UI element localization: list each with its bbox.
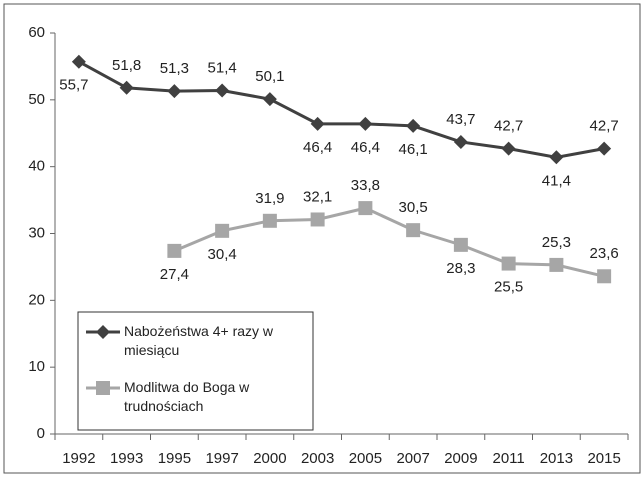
data-label: 46,1 <box>399 141 428 158</box>
data-label: 55,7 <box>59 77 88 94</box>
point <box>597 269 612 284</box>
x-tick-label: 2000 <box>253 450 286 467</box>
point <box>167 243 182 258</box>
series-line <box>78 60 605 159</box>
point <box>406 118 421 133</box>
data-label: 46,4 <box>303 139 332 156</box>
x-tick-label: 1997 <box>205 450 238 467</box>
series-line <box>173 206 605 278</box>
data-label: 27,4 <box>160 266 189 283</box>
data-label: 25,3 <box>542 234 571 251</box>
data-label: 41,4 <box>542 172 571 189</box>
legend-entry: Nabożeństwa 4+ razy w miesiącu <box>124 323 274 358</box>
y-tick-label: 0 <box>37 425 45 442</box>
point <box>453 237 468 252</box>
y-tick-label: 40 <box>28 158 45 175</box>
point <box>358 116 373 131</box>
point <box>167 84 182 99</box>
x-tick-label: 2007 <box>396 450 429 467</box>
point <box>549 150 564 165</box>
x-tick-label: 1993 <box>110 450 143 467</box>
point <box>406 223 421 238</box>
data-label: 51,4 <box>208 59 237 76</box>
y-tick-label: 10 <box>28 358 45 375</box>
point <box>549 257 564 272</box>
x-tick-label: 2009 <box>444 450 477 467</box>
point <box>501 256 516 271</box>
point <box>501 141 516 156</box>
y-tick-label: 60 <box>28 24 45 41</box>
data-label: 30,4 <box>208 246 237 263</box>
x-tick-label: 1992 <box>62 450 95 467</box>
data-label: 42,7 <box>590 118 619 135</box>
x-tick-label: 1995 <box>158 450 191 467</box>
point <box>262 213 277 228</box>
data-label: 30,5 <box>399 199 428 216</box>
data-label: 31,9 <box>255 190 284 207</box>
point <box>96 325 110 339</box>
x-tick-label: 2015 <box>587 450 620 467</box>
data-label: 42,7 <box>494 118 523 135</box>
point <box>310 212 325 227</box>
point <box>262 92 277 107</box>
point <box>358 201 373 216</box>
x-tick-label: 2005 <box>349 450 382 467</box>
point <box>453 134 468 149</box>
data-label: 23,6 <box>590 245 619 262</box>
data-label: 51,8 <box>112 57 141 74</box>
legend-label: Modlitwa do Boga w trudnościach <box>124 379 250 414</box>
x-tick-label: 2011 <box>492 450 524 467</box>
data-label: 33,8 <box>351 177 380 194</box>
data-label: 51,3 <box>160 60 189 77</box>
x-tick-label: 2003 <box>301 450 334 467</box>
data-label: 43,7 <box>446 111 475 128</box>
y-tick-label: 20 <box>28 291 45 308</box>
point <box>119 80 134 95</box>
data-label: 32,1 <box>303 188 332 205</box>
chart-frame <box>3 3 641 474</box>
legend-label: Nabożeństwa 4+ razy w miesiącu <box>124 323 274 358</box>
legend-entry: Modlitwa do Boga w trudnościach <box>124 379 250 414</box>
point <box>597 141 612 156</box>
data-label: 50,1 <box>255 68 284 85</box>
data-label: 46,4 <box>351 139 380 156</box>
point <box>71 54 86 69</box>
y-tick-label: 30 <box>28 224 45 241</box>
point <box>215 223 230 238</box>
point <box>310 116 325 131</box>
x-tick-label: 2013 <box>540 450 573 467</box>
data-label: 28,3 <box>446 260 475 277</box>
y-tick-label: 50 <box>28 91 45 108</box>
data-label: 25,5 <box>494 279 523 296</box>
point <box>215 83 230 98</box>
point <box>96 381 110 395</box>
